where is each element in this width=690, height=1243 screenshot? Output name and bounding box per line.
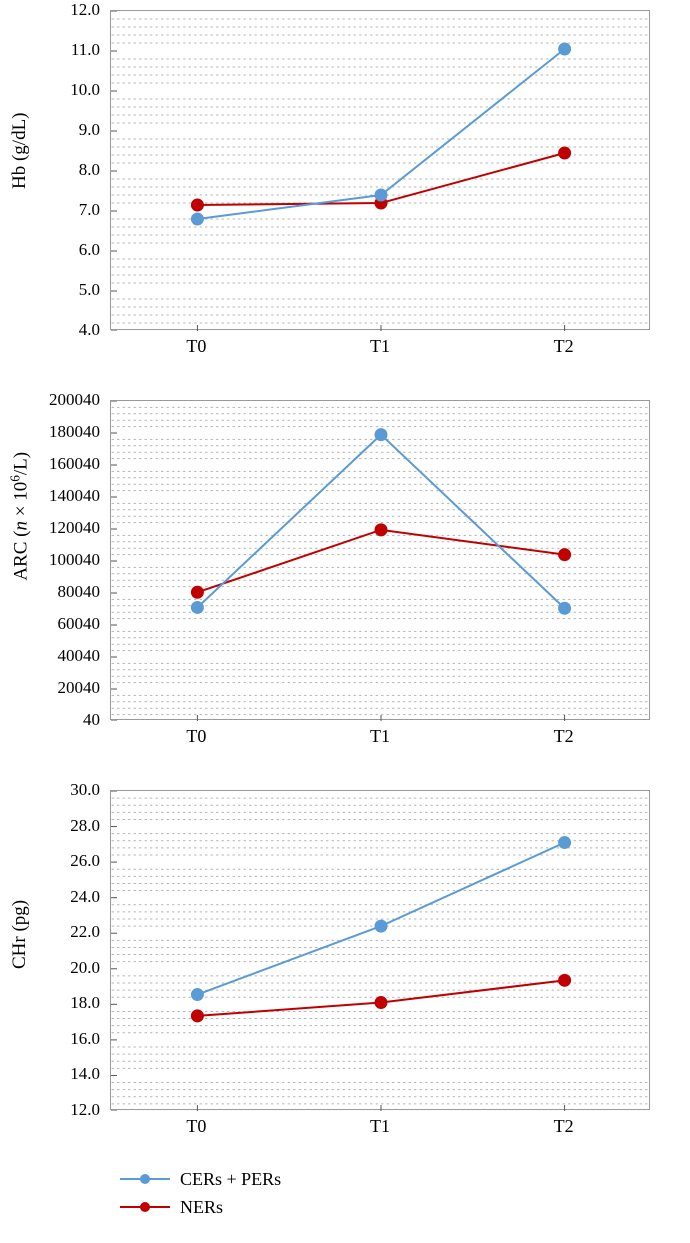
series-line-ners bbox=[197, 530, 564, 592]
ytick-label: 60040 bbox=[2, 614, 100, 634]
ytick-label: 10.0 bbox=[2, 80, 100, 100]
legend-item-cers_pers: CERs + PERs bbox=[120, 1165, 281, 1193]
series-marker-cers_pers bbox=[375, 920, 388, 933]
legend-dot-icon bbox=[140, 1202, 150, 1212]
xtick-label: T1 bbox=[370, 336, 390, 357]
chart-svg-hb bbox=[111, 11, 651, 331]
ytick-label: 5.0 bbox=[2, 280, 100, 300]
panel-hb: Hb (g/dL)4.05.06.07.08.09.010.011.012.0T… bbox=[0, 10, 690, 370]
series-marker-cers_pers bbox=[375, 428, 388, 441]
series-marker-cers_pers bbox=[558, 836, 571, 849]
ytick-label: 24.0 bbox=[2, 887, 100, 907]
ytick-label: 20040 bbox=[2, 678, 100, 698]
series-marker-cers_pers bbox=[558, 43, 571, 56]
xticklabels-arc: T0 T1 T2 bbox=[110, 720, 650, 750]
ytick-label: 12.0 bbox=[2, 0, 100, 20]
ytick-label: 140040 bbox=[2, 486, 100, 506]
legend-label: NERs bbox=[180, 1197, 223, 1218]
plot-area-arc bbox=[110, 400, 650, 720]
yticklabels-chr: 12.014.016.018.020.022.024.026.028.030.0 bbox=[0, 790, 108, 1110]
ytick-label: 16.0 bbox=[2, 1029, 100, 1049]
ytick-label: 7.0 bbox=[2, 200, 100, 220]
ytick-label: 40 bbox=[2, 710, 100, 730]
ytick-label: 4.0 bbox=[2, 320, 100, 340]
yticklabels-hb: 4.05.06.07.08.09.010.011.012.0 bbox=[0, 10, 108, 330]
series-marker-cers_pers bbox=[191, 213, 204, 226]
series-marker-cers_pers bbox=[191, 601, 204, 614]
series-marker-ners bbox=[191, 199, 204, 212]
chart-svg-chr bbox=[111, 791, 651, 1111]
xtick-label: T0 bbox=[186, 726, 206, 747]
xtick-label: T1 bbox=[370, 726, 390, 747]
ytick-label: 160040 bbox=[2, 454, 100, 474]
ytick-label: 100040 bbox=[2, 550, 100, 570]
xtick-label: T1 bbox=[370, 1116, 390, 1137]
legend-swatch bbox=[120, 1197, 170, 1217]
series-marker-ners bbox=[558, 974, 571, 987]
legend-label: CERs + PERs bbox=[180, 1169, 281, 1190]
series-marker-ners bbox=[375, 996, 388, 1009]
panel-chr: CHr (pg)12.014.016.018.020.022.024.026.0… bbox=[0, 790, 690, 1150]
series-marker-cers_pers bbox=[558, 602, 571, 615]
ytick-label: 26.0 bbox=[2, 851, 100, 871]
plot-area-hb bbox=[110, 10, 650, 330]
legend: CERs + PERs NERs bbox=[120, 1165, 281, 1221]
xticklabels-hb: T0 T1 T2 bbox=[110, 330, 650, 360]
series-marker-cers_pers bbox=[375, 189, 388, 202]
ytick-label: 22.0 bbox=[2, 922, 100, 942]
series-marker-ners bbox=[375, 523, 388, 536]
ytick-label: 9.0 bbox=[2, 120, 100, 140]
ytick-label: 11.0 bbox=[2, 40, 100, 60]
series-marker-ners bbox=[191, 586, 204, 599]
xtick-label: T2 bbox=[554, 336, 574, 357]
yticklabels-arc: 4020040400406004080040100040120040140040… bbox=[0, 400, 108, 720]
series-line-cers_pers bbox=[197, 435, 564, 609]
series-marker-cers_pers bbox=[191, 988, 204, 1001]
ytick-label: 8.0 bbox=[2, 160, 100, 180]
figure-page: Hb (g/dL)4.05.06.07.08.09.010.011.012.0T… bbox=[0, 0, 690, 1243]
legend-swatch bbox=[120, 1169, 170, 1189]
xtick-label: T2 bbox=[554, 1116, 574, 1137]
ytick-label: 12.0 bbox=[2, 1100, 100, 1120]
ytick-label: 18.0 bbox=[2, 993, 100, 1013]
ytick-label: 30.0 bbox=[2, 780, 100, 800]
ytick-label: 28.0 bbox=[2, 816, 100, 836]
ytick-label: 120040 bbox=[2, 518, 100, 538]
xticklabels-chr: T0 T1 T2 bbox=[110, 1110, 650, 1140]
panel-arc: ARC (n × 106/L)4020040400406004080040100… bbox=[0, 400, 690, 760]
ytick-label: 14.0 bbox=[2, 1064, 100, 1084]
series-marker-ners bbox=[558, 147, 571, 160]
xtick-label: T0 bbox=[186, 1116, 206, 1137]
ytick-label: 6.0 bbox=[2, 240, 100, 260]
ytick-label: 40040 bbox=[2, 646, 100, 666]
chart-svg-arc bbox=[111, 401, 651, 721]
series-marker-ners bbox=[558, 548, 571, 561]
ytick-label: 20.0 bbox=[2, 958, 100, 978]
legend-dot-icon bbox=[140, 1174, 150, 1184]
ytick-label: 200040 bbox=[2, 390, 100, 410]
series-marker-ners bbox=[191, 1009, 204, 1022]
ytick-label: 180040 bbox=[2, 422, 100, 442]
xtick-label: T0 bbox=[186, 336, 206, 357]
legend-item-ners: NERs bbox=[120, 1193, 281, 1221]
xtick-label: T2 bbox=[554, 726, 574, 747]
plot-area-chr bbox=[110, 790, 650, 1110]
ytick-label: 80040 bbox=[2, 582, 100, 602]
